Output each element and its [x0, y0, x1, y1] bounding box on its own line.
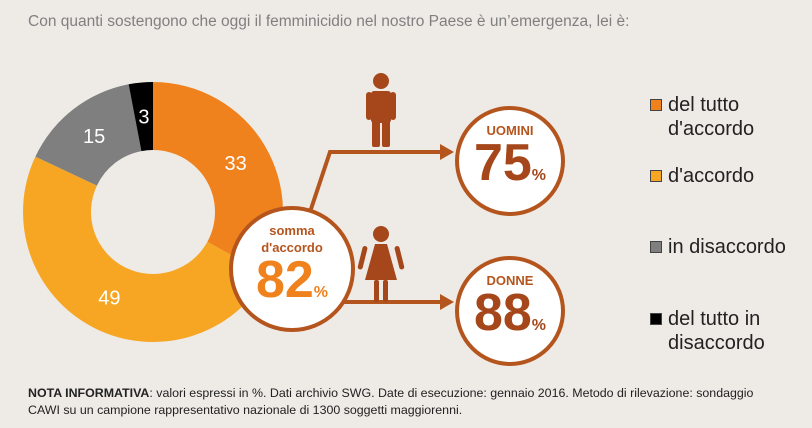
- legend-swatch: [650, 99, 662, 111]
- men-unit: %: [531, 167, 547, 184]
- men-value: 75: [473, 134, 532, 192]
- donut-value-label: 33: [225, 153, 247, 175]
- women-value: 88: [473, 284, 532, 342]
- legend-swatch: [650, 241, 662, 253]
- arrow-head-women: [440, 294, 454, 310]
- legend-swatch: [650, 170, 662, 182]
- legend-item-accordo: d'accordo: [650, 164, 788, 188]
- legend-label: in disaccordo: [668, 236, 786, 258]
- legend-item-del-tutto-disaccordo: del tutto in disaccordo: [650, 307, 788, 355]
- sum-value: 82: [255, 250, 314, 309]
- arrow-to-men: [302, 150, 444, 231]
- donut-chart: 33 49 15 3: [22, 82, 284, 343]
- legend-item-disaccordo: in disaccordo: [650, 235, 788, 259]
- women-unit: %: [531, 317, 547, 334]
- sum-circle: somma d'accordo 82%: [229, 206, 355, 332]
- sum-label-line2: d'accordo: [261, 239, 323, 255]
- donut-value-label: 3: [138, 106, 149, 128]
- sum-unit: %: [313, 283, 329, 301]
- arrow-head-men: [440, 144, 454, 160]
- women-label: DONNE: [486, 273, 534, 288]
- men-circle: UOMINI 75%: [455, 106, 565, 216]
- donut-slice-in-disaccordo: [35, 84, 142, 186]
- legend-label: del tutto in disaccordo: [668, 308, 765, 354]
- legend-label: del tutto d'accordo: [668, 94, 755, 140]
- woman-icon: [357, 226, 405, 302]
- chart-title: Con quanti sostengono che oggi il femmin…: [28, 13, 630, 30]
- chart-canvas: 33 49 15 3: [22, 73, 454, 343]
- sum-label-line1: somma: [269, 222, 315, 238]
- donut-slice-del-tutto-in-disaccordo: [128, 82, 153, 152]
- footnote: NOTA INFORMATIVA: valori espressi in %. …: [28, 385, 788, 419]
- man-icon: [366, 73, 396, 147]
- donut-value-label: 15: [83, 126, 105, 148]
- footnote-text: : valori espressi in %. Dati archivio SW…: [28, 386, 754, 417]
- donut-slice-d-accordo: [22, 156, 267, 343]
- legend-label: d'accordo: [668, 165, 755, 187]
- donut-value-label: 49: [98, 288, 120, 310]
- footnote-title: NOTA INFORMATIVA: [28, 386, 150, 400]
- legend-item-del-tutto-accordo: del tutto d'accordo: [650, 93, 788, 141]
- legend-swatch: [650, 313, 662, 325]
- women-circle: DONNE 88%: [455, 256, 565, 366]
- men-label: UOMINI: [486, 123, 534, 138]
